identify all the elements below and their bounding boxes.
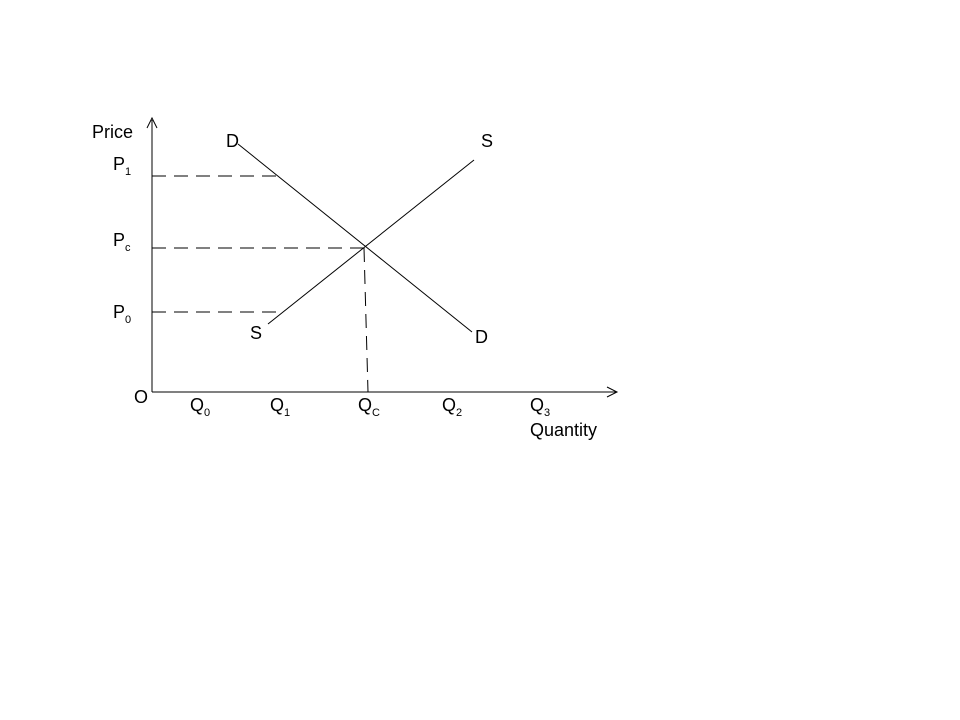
demand-curve xyxy=(237,143,473,333)
origin-label: O xyxy=(134,387,148,407)
supply-label-bottom: S xyxy=(250,323,262,343)
price-label-p1: P1 xyxy=(113,154,131,178)
quantity-label-q3: Q3 xyxy=(530,395,550,419)
quantity-label-q1: Q1 xyxy=(270,395,290,419)
quantity-label-q0: Q0 xyxy=(190,395,210,419)
x-axis-arrowhead xyxy=(606,386,619,398)
demand-label-bottom: D xyxy=(475,327,488,347)
y-axis-label: Price xyxy=(92,122,133,142)
y-axis-arrowhead xyxy=(146,116,158,129)
qc-guide-line xyxy=(363,247,369,393)
supply-label-top: S xyxy=(481,131,493,151)
x-axis-label: Quantity xyxy=(530,420,597,440)
price-label-p0: P0 xyxy=(113,302,131,326)
price-label-pc: Pc xyxy=(113,230,131,254)
supply-curve xyxy=(267,159,475,325)
quantity-label-qc: QC xyxy=(358,395,380,419)
quantity-label-q2: Q2 xyxy=(442,395,462,419)
demand-label-top: D xyxy=(226,131,239,151)
